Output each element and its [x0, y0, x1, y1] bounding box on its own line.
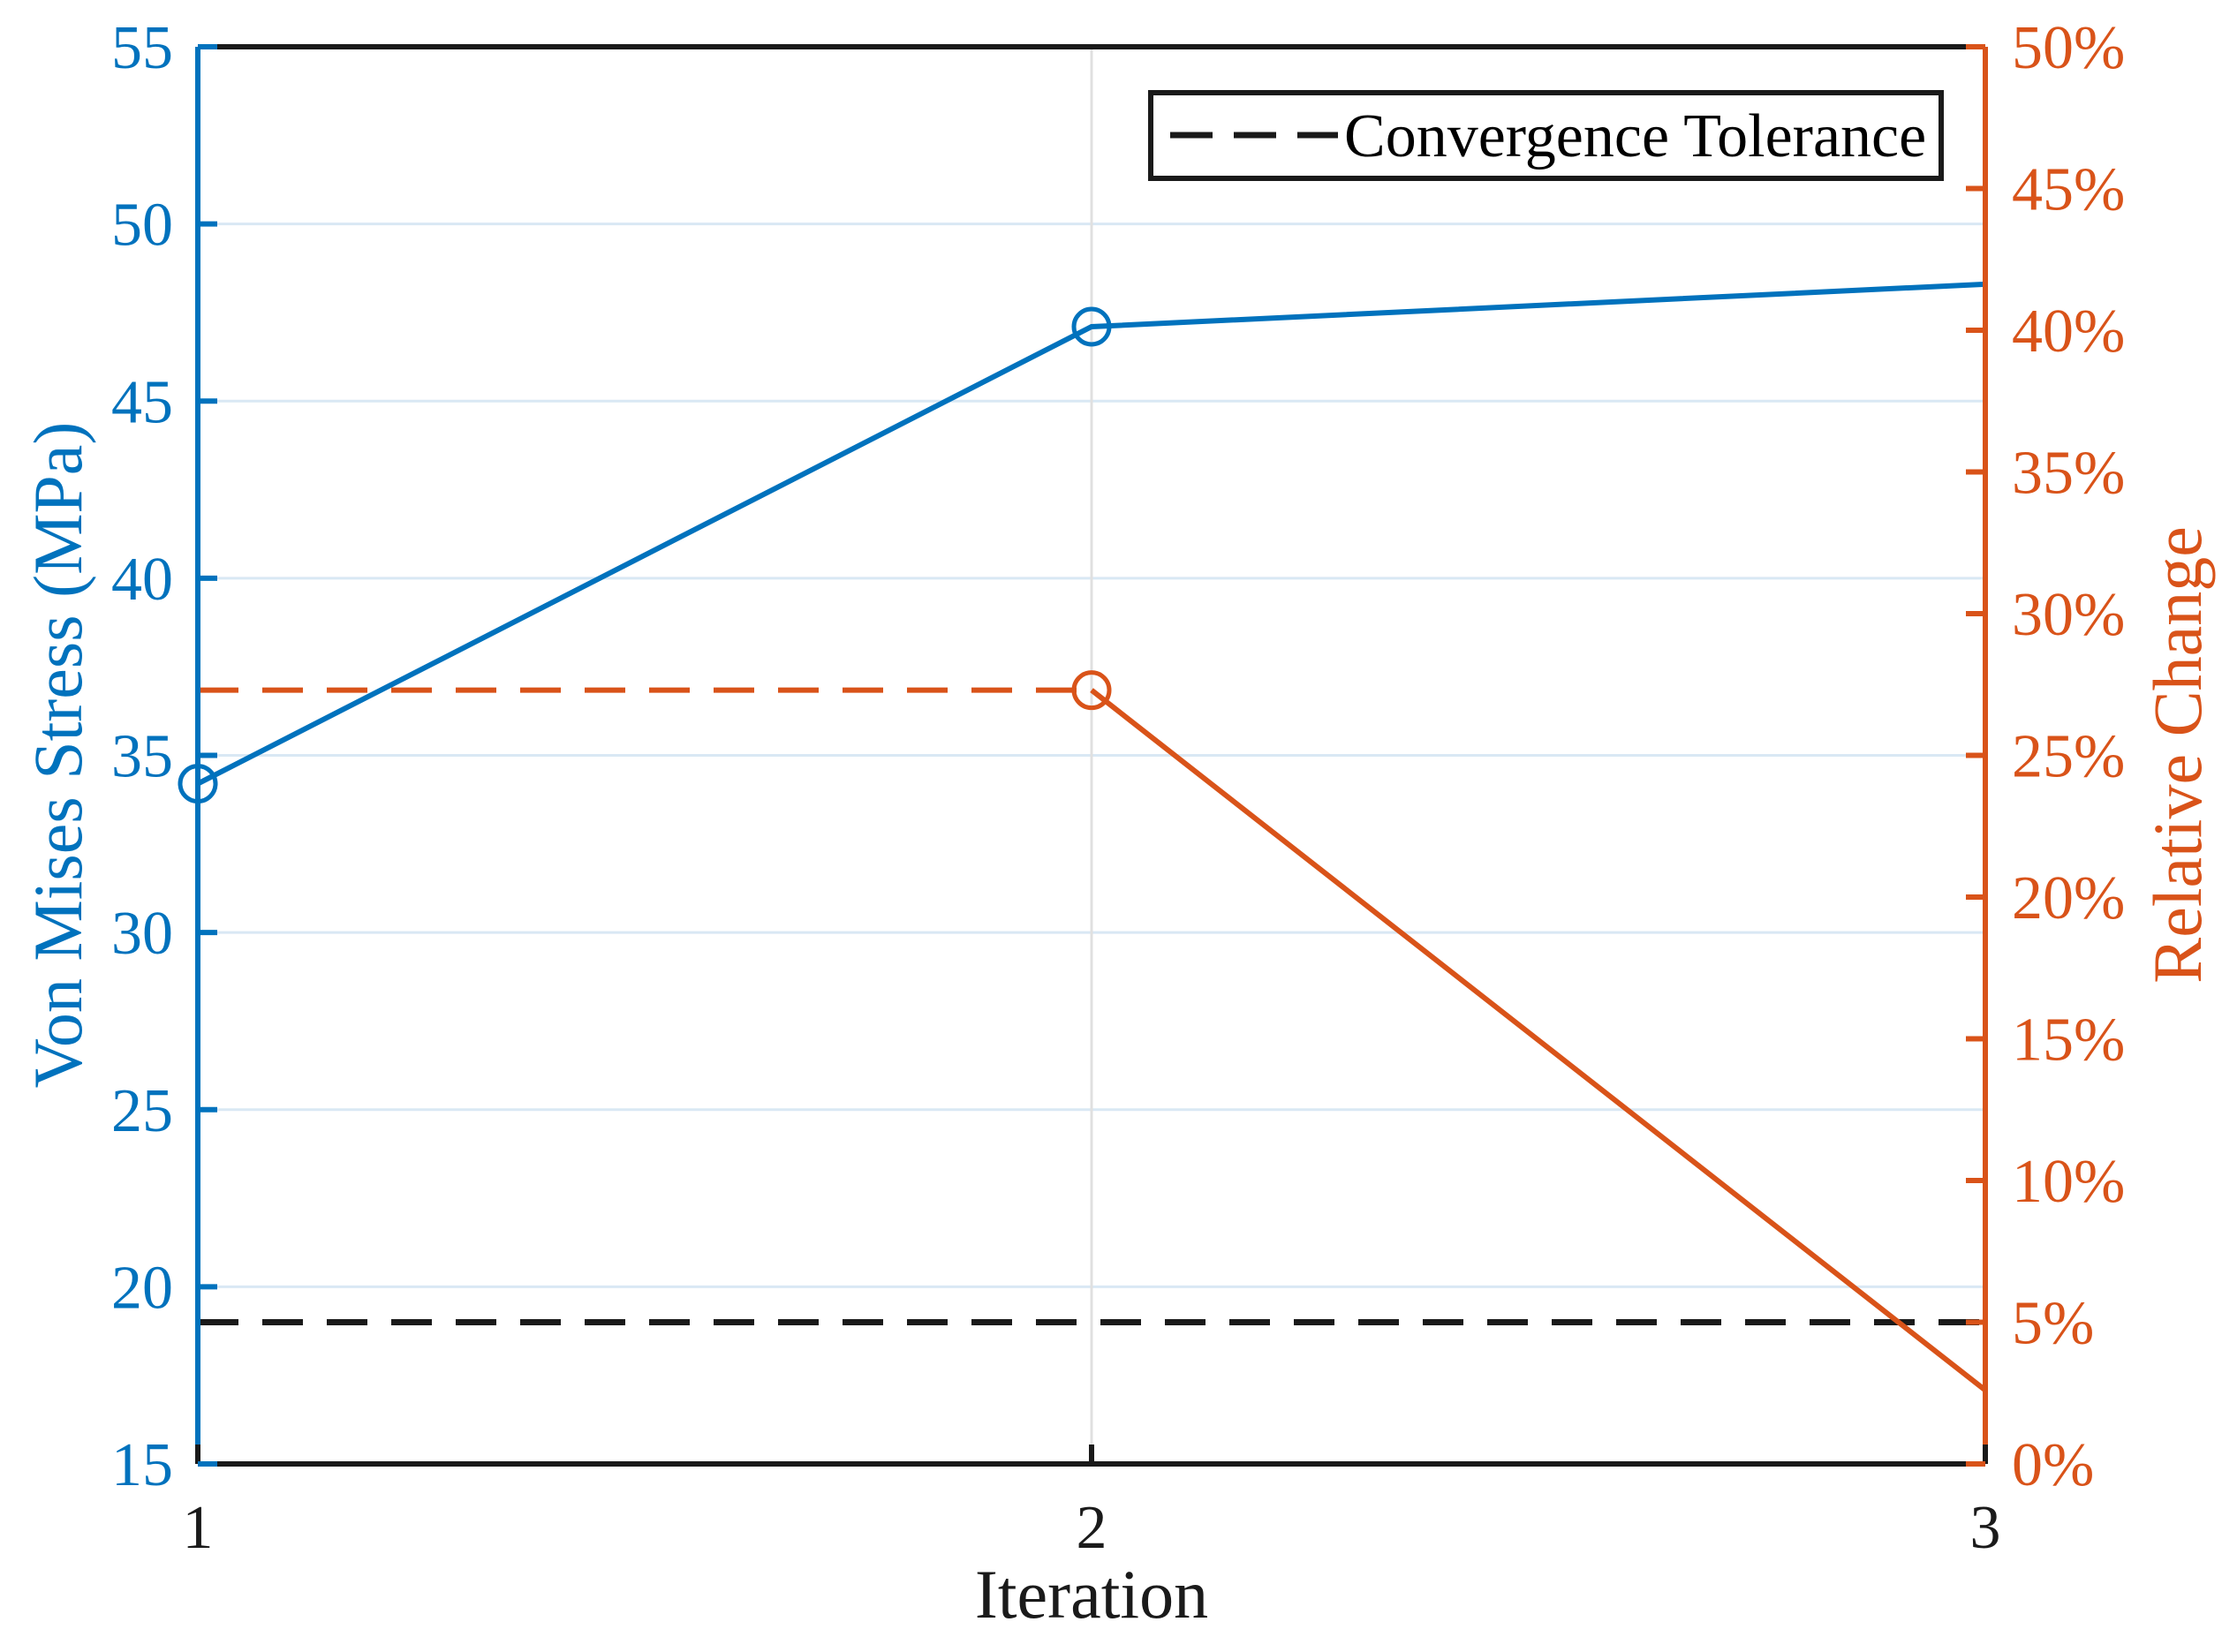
tick-layer — [195, 44, 1988, 1467]
legend-box — [1148, 90, 1944, 181]
left-tick-label: 45 — [111, 368, 173, 436]
right-y-axis-label: Relative Change — [2139, 526, 2216, 984]
left-tick-label: 40 — [111, 546, 173, 614]
von-mises-stress-marker — [1071, 306, 1112, 347]
right-tick-label: 50% — [2012, 14, 2125, 82]
series-layer — [196, 281, 1987, 1392]
x-tick-label: 3 — [1970, 1494, 2001, 1562]
legend: Convergence Tolerance — [1148, 90, 1944, 181]
right-tick-label: 35% — [2012, 440, 2125, 508]
left-tick-label: 30 — [111, 900, 173, 968]
relative-change-line — [1090, 688, 1987, 1392]
right-tick-label: 45% — [2012, 156, 2125, 224]
x-tick-label: 2 — [1077, 1494, 1107, 1562]
grid-layer — [198, 47, 1985, 1464]
left-y-axis-label: Von Mises Stress (MPa) — [19, 422, 96, 1089]
left-tick-label: 35 — [111, 723, 173, 791]
left-tick-label: 50 — [111, 192, 173, 260]
relative-change-marker — [1071, 670, 1112, 711]
right-tick-label: 30% — [2012, 581, 2125, 649]
right-tick-label: 10% — [2012, 1148, 2125, 1216]
von-mises-stress-marker — [178, 764, 218, 804]
right-tick-label: 25% — [2012, 723, 2125, 791]
left-tick-label: 55 — [111, 14, 173, 82]
left-tick-label: 25 — [111, 1077, 173, 1145]
left-tick-label: 20 — [111, 1254, 173, 1322]
left-tick-label: 15 — [111, 1431, 173, 1499]
right-tick-label: 5% — [2012, 1290, 2094, 1358]
right-tick-label: 15% — [2012, 1007, 2125, 1075]
right-tick-label: 20% — [2012, 864, 2125, 932]
x-axis-label: Iteration — [975, 1556, 1208, 1633]
right-tick-label: 0% — [2012, 1431, 2094, 1499]
x-tick-label: 1 — [183, 1494, 214, 1562]
von-mises-stress-line — [196, 281, 1986, 787]
right-tick-label: 40% — [2012, 298, 2125, 366]
legend-item-label: Convergence Tolerance — [1344, 102, 1926, 170]
marker-layer — [178, 306, 1112, 804]
tick-label-layer: 15 20 25 30 35 40 45 50 55 0% 5% 10% 15% 20% 25% 30% 35%… — [111, 14, 2125, 1562]
